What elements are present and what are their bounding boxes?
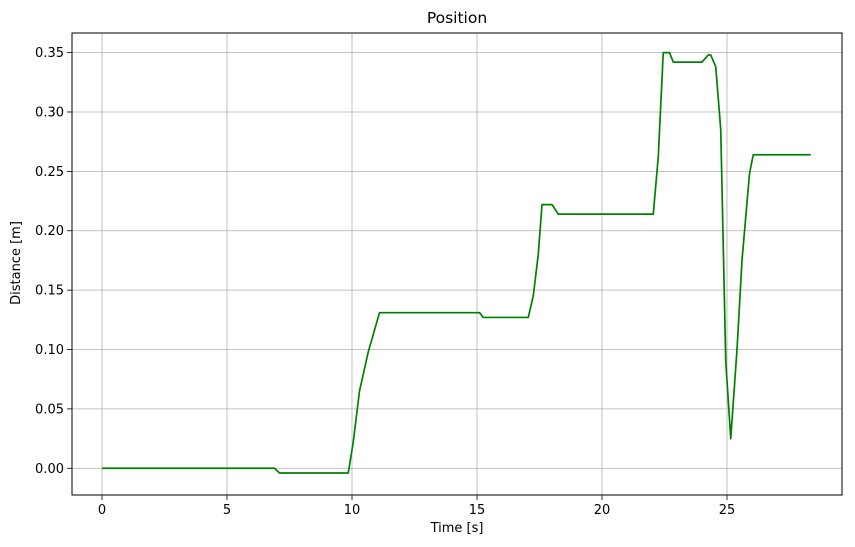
x-tick-label: 25 xyxy=(719,503,736,518)
y-tick-label: 0.30 xyxy=(35,105,64,120)
y-axis-label: Distance [m] xyxy=(9,221,24,305)
x-tick-label: 15 xyxy=(469,503,486,518)
y-tick-label: 0.10 xyxy=(35,343,64,358)
series-line xyxy=(102,51,811,474)
axes-frame xyxy=(71,32,843,496)
y-tick-label: 0.00 xyxy=(35,462,64,477)
y-tick-label: 0.20 xyxy=(35,224,64,239)
plot-area xyxy=(102,51,811,474)
y-tick-label: 0.15 xyxy=(35,284,64,299)
ticks: 0 5 10 15 20 25 0.00 0.05 0.10 0.15 0.20 0.25 0.30 0.… xyxy=(35,46,735,518)
x-tick-label: 5 xyxy=(223,503,231,518)
y-tick-label: 0.05 xyxy=(35,402,64,417)
x-axis-label: Time [s] xyxy=(430,521,484,536)
y-tick-label: 0.35 xyxy=(35,46,64,61)
grid xyxy=(72,33,842,495)
x-tick-label: 0 xyxy=(98,503,106,518)
x-tick-label: 10 xyxy=(344,503,361,518)
y-tick-label: 0.25 xyxy=(35,165,64,180)
x-tick-label: 20 xyxy=(594,503,611,518)
chart-title: Position xyxy=(427,9,487,27)
